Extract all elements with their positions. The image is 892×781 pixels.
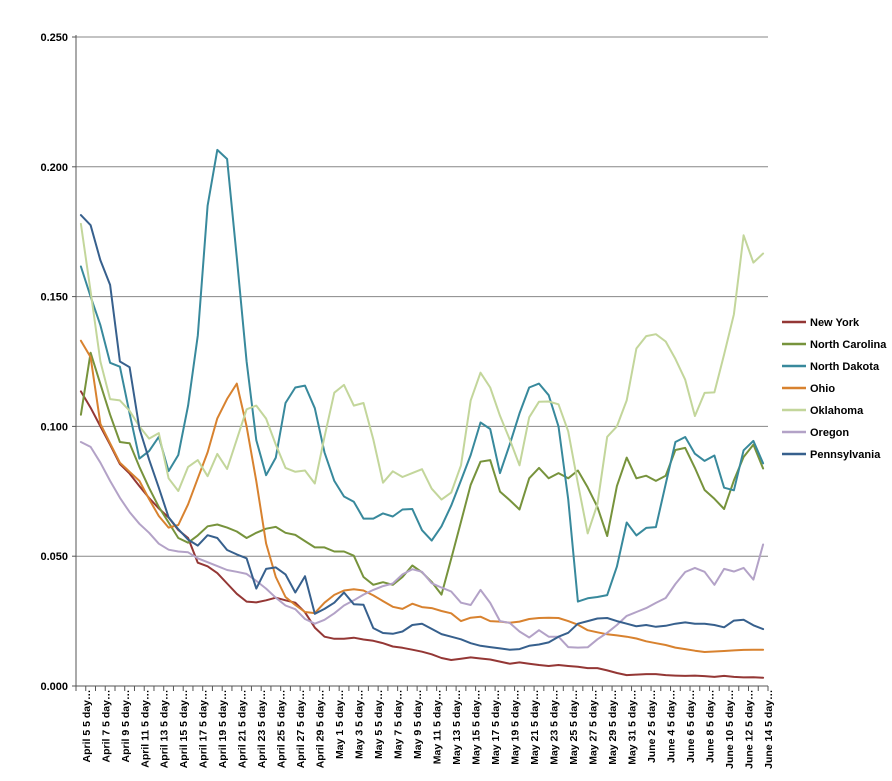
svg-text:April 27 5 day…: April 27 5 day… bbox=[295, 690, 307, 769]
svg-text:May 29 5 day…: May 29 5 day… bbox=[607, 690, 619, 765]
svg-text:April 13 5 day…: April 13 5 day… bbox=[159, 690, 171, 769]
svg-text:April 19 5 day…: April 19 5 day… bbox=[217, 690, 229, 769]
svg-text:April 5 5 day…: April 5 5 day… bbox=[81, 690, 93, 763]
svg-text:April 11 5 day…: April 11 5 day… bbox=[139, 690, 151, 768]
svg-text:May 3 5 day…: May 3 5 day… bbox=[354, 690, 366, 759]
svg-text:0.050: 0.050 bbox=[40, 551, 68, 563]
svg-text:April 7 5 day…: April 7 5 day… bbox=[100, 690, 112, 763]
svg-text:May 15 5 day…: May 15 5 day… bbox=[471, 690, 483, 765]
svg-text:April 15 5 day…: April 15 5 day… bbox=[178, 690, 190, 769]
svg-text:0.100: 0.100 bbox=[40, 421, 68, 433]
svg-text:June 10 5 day…: June 10 5 day… bbox=[724, 690, 736, 769]
svg-text:May 23 5 day…: May 23 5 day… bbox=[549, 690, 561, 765]
svg-text:May 31 5 day…: May 31 5 day… bbox=[627, 690, 639, 765]
svg-text:North Carolina: North Carolina bbox=[810, 339, 887, 351]
svg-text:June 6 5 day…: June 6 5 day… bbox=[685, 690, 697, 764]
svg-text:0.000: 0.000 bbox=[40, 681, 68, 693]
svg-text:0.200: 0.200 bbox=[40, 162, 68, 174]
svg-text:April 9 5 day…: April 9 5 day… bbox=[120, 690, 132, 763]
svg-text:May 25 5 day…: May 25 5 day… bbox=[568, 690, 580, 765]
svg-text:April 25 5 day…: April 25 5 day… bbox=[276, 690, 288, 769]
svg-text:May 27 5 day…: May 27 5 day… bbox=[588, 690, 600, 765]
svg-text:May 21 5 day…: May 21 5 day… bbox=[529, 690, 541, 765]
svg-text:April 21 5 day…: April 21 5 day… bbox=[237, 690, 249, 769]
svg-text:June 4 5 day…: June 4 5 day… bbox=[666, 690, 678, 764]
svg-text:June 12 5 day…: June 12 5 day… bbox=[744, 690, 756, 769]
svg-text:May 13 5 day…: May 13 5 day… bbox=[451, 690, 463, 765]
svg-text:New York: New York bbox=[810, 317, 860, 329]
svg-text:Oregon: Oregon bbox=[810, 427, 849, 439]
svg-text:May 5 5 day…: May 5 5 day… bbox=[373, 690, 385, 759]
svg-text:May 17 5 day…: May 17 5 day… bbox=[490, 690, 502, 765]
svg-text:May 11 5 day…: May 11 5 day… bbox=[432, 690, 444, 765]
svg-text:April 23 5 day…: April 23 5 day… bbox=[256, 690, 268, 769]
svg-text:North Dakota: North Dakota bbox=[810, 361, 880, 373]
svg-text:May 1 5 day…: May 1 5 day… bbox=[334, 690, 346, 759]
svg-text:0.150: 0.150 bbox=[40, 292, 68, 304]
svg-text:June 2 5 day…: June 2 5 day… bbox=[646, 690, 658, 764]
svg-text:Pennsylvania: Pennsylvania bbox=[810, 449, 881, 461]
svg-text:June 14 5 day…: June 14 5 day… bbox=[763, 690, 775, 769]
svg-text:June 8 5 day…: June 8 5 day… bbox=[705, 690, 717, 764]
svg-text:May 19 5 day…: May 19 5 day… bbox=[510, 690, 522, 765]
svg-text:May 9 5 day…: May 9 5 day… bbox=[412, 690, 424, 759]
svg-text:May 7 5 day…: May 7 5 day… bbox=[393, 690, 405, 759]
svg-text:April 17 5 day…: April 17 5 day… bbox=[198, 690, 210, 769]
svg-text:0.250: 0.250 bbox=[40, 32, 68, 44]
svg-text:April 29 5 day…: April 29 5 day… bbox=[315, 690, 327, 769]
svg-text:Oklahoma: Oklahoma bbox=[810, 405, 864, 417]
svg-text:Ohio: Ohio bbox=[810, 383, 835, 395]
